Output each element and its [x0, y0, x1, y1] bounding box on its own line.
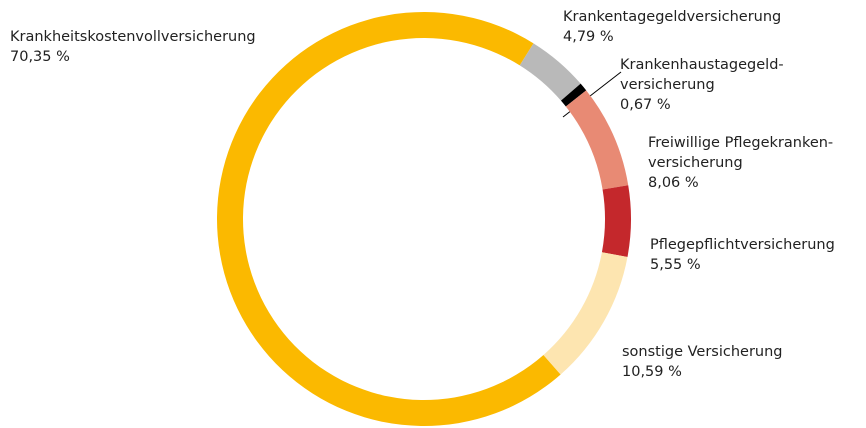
value-label: 8,06 % [648, 175, 699, 191]
donut-segment [519, 43, 581, 101]
donut-segment [601, 185, 631, 258]
segment-label: Krankheitskostenvollversicherung 70,35 % [10, 27, 256, 67]
segment-label: Pflegepflichtversicherung 5,55 % [650, 235, 835, 275]
category-name: Pflegepflichtversicherung [650, 237, 835, 253]
donut-segment [565, 90, 629, 190]
donut-segment [543, 252, 628, 375]
category-name: Krankenhaustagegeld- versicherung [620, 57, 784, 93]
value-label: 70,35 % [10, 49, 70, 65]
value-label: 5,55 % [650, 257, 701, 273]
segment-label: sonstige Versicherung 10,59 % [622, 342, 783, 382]
segment-label: Freiwillige Pflegekranken- versicherung 8… [648, 133, 833, 193]
value-label: 4,79 % [563, 29, 614, 45]
category-name: sonstige Versicherung [622, 344, 783, 360]
segment-label: Krankenhaustagegeld- versicherung 0,67 % [620, 55, 784, 115]
donut-segment [217, 11, 561, 426]
value-label: 0,67 % [620, 97, 671, 113]
value-label: 10,59 % [622, 364, 682, 380]
category-name: Krankentagegeldversicherung [563, 9, 782, 25]
category-name: Freiwillige Pflegekranken- versicherung [648, 135, 834, 171]
segment-label: Krankentagegeldversicherung 4,79 % [563, 7, 781, 47]
category-name: Krankheitskostenvollversicherung [10, 29, 256, 45]
donut-segment [560, 83, 587, 107]
